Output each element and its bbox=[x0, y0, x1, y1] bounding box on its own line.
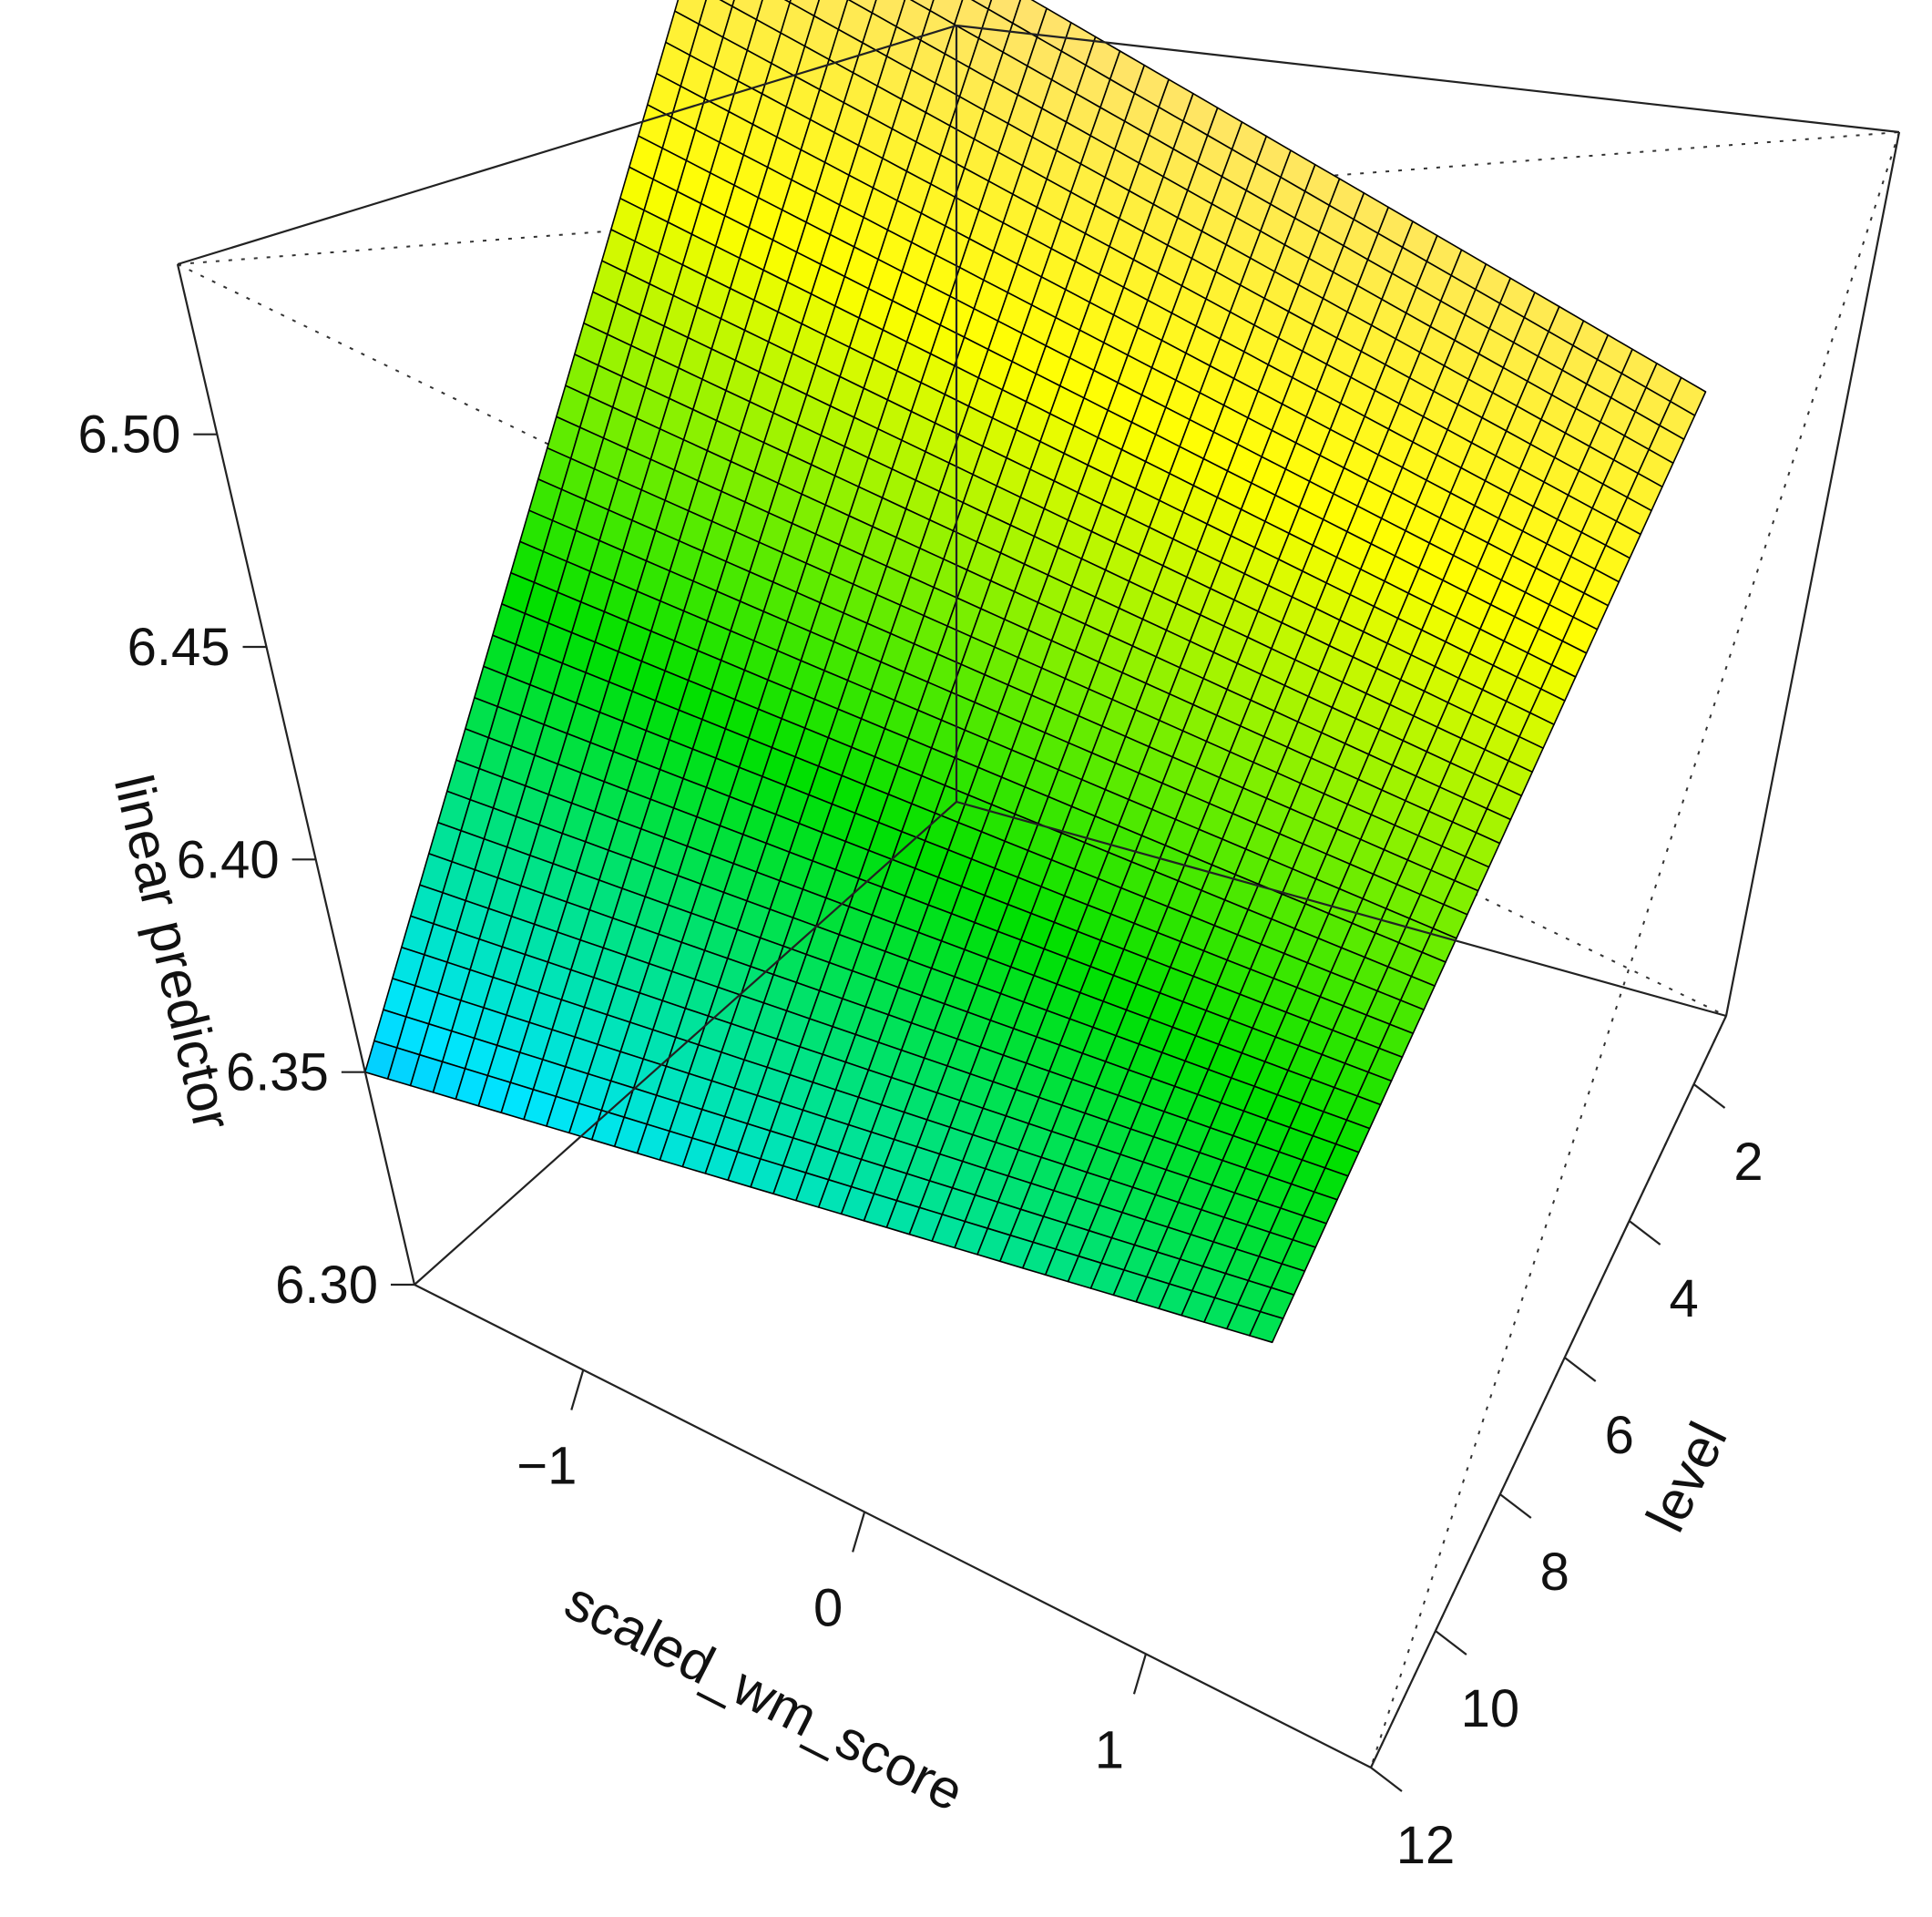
y-tick bbox=[1564, 1357, 1597, 1382]
y-tick-label: 4 bbox=[1670, 1269, 1699, 1328]
z-tick-label: 6.40 bbox=[177, 830, 280, 889]
z-tick-label: 6.45 bbox=[128, 618, 230, 677]
z-axis-title: linear predictor bbox=[103, 770, 244, 1136]
surface-mesh bbox=[363, 0, 1707, 1344]
surface-facet bbox=[1249, 1310, 1284, 1344]
y-axis-title: level bbox=[1634, 1413, 1738, 1541]
y-tick bbox=[1435, 1630, 1467, 1656]
x-tick bbox=[852, 1512, 866, 1553]
y-tick-label: 12 bbox=[1396, 1816, 1456, 1875]
box-hidden-edges bbox=[177, 131, 1900, 1768]
z-tick-label: 6.30 bbox=[275, 1256, 378, 1315]
x-tick-label: 0 bbox=[813, 1578, 843, 1637]
z-axis: linear predictor 6.30 6.35 6.40 6.45 6.50 bbox=[77, 405, 414, 1315]
y-tick-label: 10 bbox=[1461, 1679, 1520, 1738]
x-tick bbox=[1132, 1653, 1147, 1695]
x-tick bbox=[570, 1369, 585, 1410]
y-tick bbox=[1370, 1767, 1403, 1792]
x-axis-title: scaled_wm_score bbox=[556, 1570, 973, 1823]
z-tick-label: 6.35 bbox=[226, 1043, 329, 1102]
x-tick-label: 1 bbox=[1095, 1720, 1124, 1779]
box-visible-edges bbox=[176, 24, 1901, 1768]
y-tick bbox=[1628, 1220, 1661, 1246]
y-tick bbox=[1499, 1493, 1532, 1519]
y-tick-label: 8 bbox=[1540, 1543, 1569, 1602]
y-tick bbox=[1692, 1083, 1726, 1109]
y-tick-label: 2 bbox=[1733, 1133, 1763, 1192]
x-tick-label: −1 bbox=[516, 1437, 577, 1496]
y-tick-label: 6 bbox=[1605, 1406, 1634, 1465]
y-axis: level 2 4 6 8 10 12 bbox=[1370, 1083, 1763, 1875]
x-axis: scaled_wm_score −1 0 1 bbox=[516, 1369, 1147, 1823]
z-tick-label: 6.50 bbox=[77, 405, 180, 465]
